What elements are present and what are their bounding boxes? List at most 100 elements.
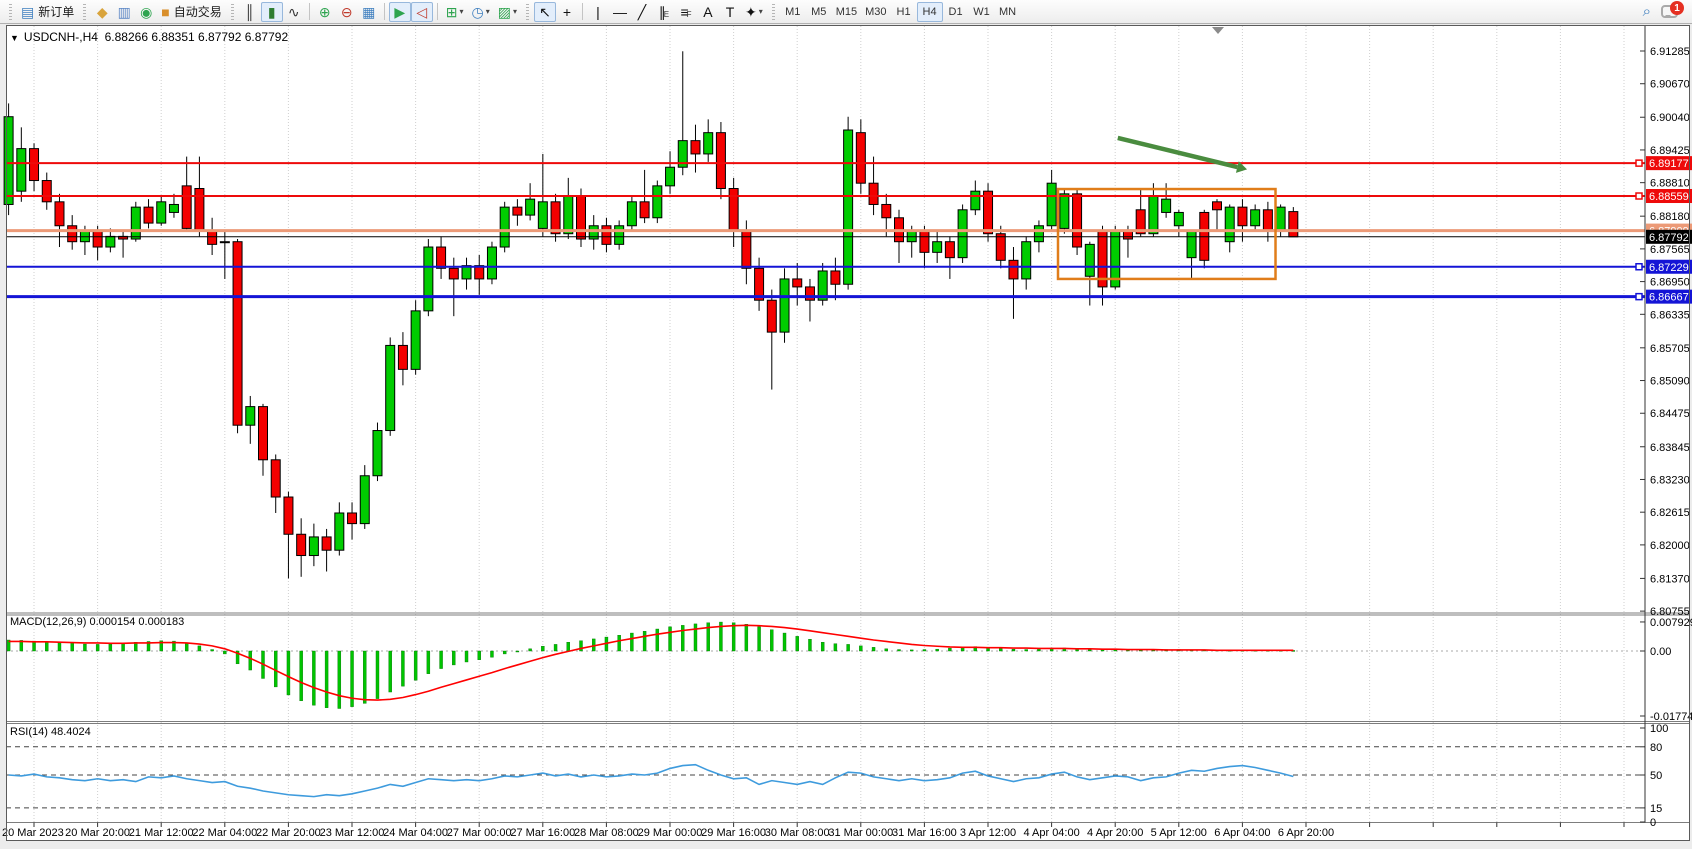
macd-histogram-bar <box>795 636 799 652</box>
trendline-button[interactable]: ╱ <box>631 2 653 22</box>
candle-body <box>588 225 599 240</box>
annotation-arrow-head[interactable] <box>1235 161 1248 173</box>
macd-histogram-bar <box>337 650 342 709</box>
macd-histogram-bar <box>617 635 621 652</box>
notification-badge[interactable]: 1 <box>1670 1 1684 15</box>
macd-histogram-bar <box>426 650 431 674</box>
auto-trading-button[interactable]: ■ 自动交易 <box>157 2 225 22</box>
styler-button[interactable]: ◆ <box>91 2 113 22</box>
signals-button[interactable]: ◉ <box>135 2 157 22</box>
indicators-button[interactable]: ⊞ ▾ <box>442 2 468 22</box>
timeframe-h1[interactable]: H1 <box>896 5 911 18</box>
price-line-handle[interactable] <box>1635 192 1643 200</box>
dropdown-caret-icon[interactable]: ▾ <box>758 7 763 16</box>
annotation-rectangle[interactable] <box>1056 187 1277 281</box>
chat-icon[interactable]: 1 <box>1661 1 1684 18</box>
timeframe-d1[interactable]: D1 <box>948 5 963 18</box>
macd-histogram-bar <box>871 647 876 652</box>
timeframe-m5[interactable]: M5 <box>811 5 827 18</box>
periods-button[interactable]: ◷ ▾ <box>467 2 493 22</box>
candle-body <box>932 241 943 253</box>
price-tick-label: 6.83845 <box>1650 442 1690 454</box>
vertical-line-icon: | <box>596 3 600 20</box>
macd-histogram-bar <box>19 640 24 652</box>
new-order-button[interactable]: ▤ 新订单 <box>17 2 78 22</box>
candle-body <box>321 536 332 551</box>
line-chart-button[interactable]: ∿ <box>283 2 305 22</box>
text-button[interactable]: A <box>697 2 719 22</box>
templates-button[interactable]: ▨ ▾ <box>494 2 521 22</box>
bar-chart-button[interactable]: ║ <box>239 2 261 22</box>
tile-windows-icon: ▦ <box>362 3 376 20</box>
candle-body <box>843 129 854 285</box>
market-watch-button[interactable]: ▥ <box>113 2 135 22</box>
candle-body <box>1161 198 1172 213</box>
tile-windows-button[interactable]: ▦ <box>358 2 380 22</box>
arrows-button[interactable]: ✦ ▾ <box>741 2 767 22</box>
candle-body <box>219 241 230 244</box>
text-label-button[interactable]: T <box>719 2 741 22</box>
dropdown-caret-icon[interactable]: ▾ <box>459 7 464 16</box>
timeframe-m15[interactable]: M15 <box>835 5 858 18</box>
macd-histogram-bar <box>541 646 545 652</box>
candle-body <box>1288 211 1299 238</box>
candle-body <box>1173 211 1184 227</box>
price-tick-label: 6.85090 <box>1650 376 1690 388</box>
candle-body <box>92 230 103 248</box>
macd-histogram-bar <box>464 650 469 663</box>
macd-histogram-bar <box>363 650 367 704</box>
toolbar-separator <box>581 3 583 20</box>
zoom-out-icon: ⊖ <box>340 3 353 20</box>
line-chart-icon: ∿ <box>287 3 300 20</box>
price-line-handle[interactable] <box>1635 159 1643 167</box>
candlestick-chart-button[interactable]: ▮ <box>260 1 283 22</box>
macd-histogram-bar <box>70 643 74 652</box>
zoom-in-button[interactable]: ⊕ <box>314 2 336 22</box>
price-line-handle[interactable] <box>1635 292 1643 301</box>
timeframe-m1[interactable]: M1 <box>785 5 801 18</box>
timeframe-w1[interactable]: W1 <box>973 5 990 18</box>
cursor-button[interactable]: ↖ <box>533 1 556 22</box>
candle-body <box>105 235 116 248</box>
dropdown-caret-icon[interactable]: ▾ <box>485 7 490 16</box>
horizontal-line-button[interactable]: — <box>609 2 631 22</box>
macd-histogram-bar <box>235 650 240 665</box>
zoom-out-button[interactable]: ⊖ <box>336 2 358 22</box>
chart-menu-triangle-icon[interactable]: ▼ <box>10 33 19 43</box>
macd-histogram-bar <box>935 648 939 652</box>
macd-histogram-bar <box>477 650 481 660</box>
candle-body <box>308 536 319 557</box>
macd-histogram-bar <box>108 643 113 652</box>
price-tick-label: 6.88180 <box>1650 211 1690 223</box>
macd-histogram-bar <box>1088 649 1092 652</box>
candle-body <box>232 241 243 426</box>
macd-histogram-bar <box>210 649 214 652</box>
candle-body <box>665 166 676 187</box>
candle-body <box>1059 193 1070 229</box>
candle-body <box>270 459 281 498</box>
chart-shift-marker[interactable] <box>1212 27 1224 34</box>
equidistant-channel-button[interactable]: ∥ E <box>653 2 675 22</box>
search-icon[interactable]: ⌕ <box>1642 3 1651 20</box>
candle-body <box>283 496 294 535</box>
candle-body <box>1072 193 1083 248</box>
fibonacci-button[interactable]: ≡ F <box>675 2 697 22</box>
vertical-line-button[interactable]: | <box>587 2 609 22</box>
price-line-handle[interactable] <box>1635 263 1643 271</box>
timeframe-m30[interactable]: M30 <box>865 5 887 18</box>
macd-histogram-bar <box>299 650 303 702</box>
candle-body <box>29 148 40 182</box>
time-label: 31 Mar 16:00 <box>892 827 957 839</box>
timeframe-h4[interactable]: H4 <box>916 1 943 22</box>
dropdown-caret-icon[interactable]: ▾ <box>512 7 517 16</box>
time-label: 22 Mar 20:00 <box>256 827 321 839</box>
candle-body <box>397 344 408 370</box>
timeframe-mn[interactable]: MN <box>998 5 1017 18</box>
auto-scroll-button[interactable]: ▶ <box>388 1 411 22</box>
templates-icon: ▨ <box>497 3 511 20</box>
chart-shift-button[interactable]: ◁ <box>410 1 433 22</box>
toolbar-grip <box>525 3 529 20</box>
crosshair-button[interactable]: + <box>556 2 578 22</box>
annotation-arrow-line[interactable] <box>1117 135 1238 170</box>
